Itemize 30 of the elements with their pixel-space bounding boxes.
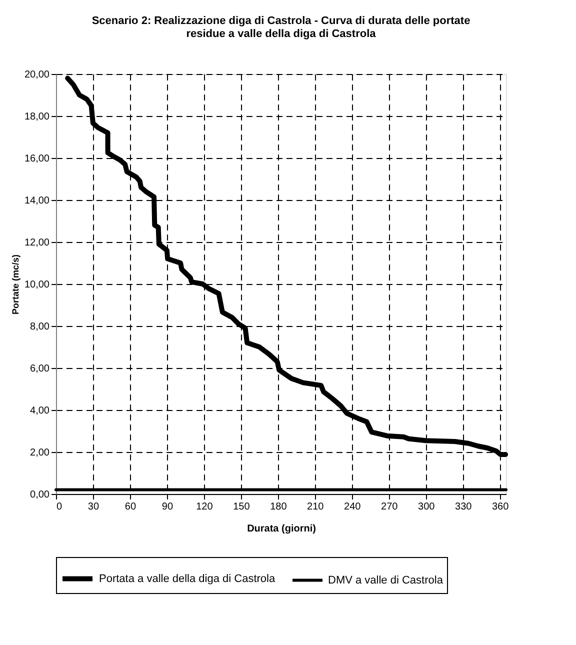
x-tick-label: 210 <box>307 502 324 512</box>
x-tick-label: 150 <box>233 502 250 512</box>
x-axis-title: Durata (giorni) <box>247 524 316 534</box>
y-tick-label: 10,00 <box>24 280 50 290</box>
x-tick-label: 300 <box>418 502 436 512</box>
y-tick-label: 20,00 <box>24 70 50 80</box>
legend-label: Portata a valle della diga di Castrola <box>99 572 276 585</box>
y-tick-label: 0,00 <box>30 490 50 500</box>
y-tick-label: 8,00 <box>30 322 50 332</box>
x-tick-label: 0 <box>56 502 62 512</box>
y-tick-label: 12,00 <box>24 238 50 248</box>
text: Scenario 2: Realizzazione diga di Castrola - Curva di durata delle portate <box>92 15 470 27</box>
x-tick-label: 30 <box>88 502 100 512</box>
y-tick-label: 2,00 <box>30 448 50 458</box>
y-axis-title: Portate (mc/s) <box>10 254 20 315</box>
x-tick-label: 90 <box>162 502 174 512</box>
x-tick-label: 270 <box>381 502 398 512</box>
x-tick-label: 120 <box>196 502 214 512</box>
legend-label: DMV a valle di Castrola <box>328 574 444 586</box>
y-tick-label: 4,00 <box>30 406 50 416</box>
text: residue a valle della diga di Castrola <box>186 28 376 40</box>
y-tick-label: 14,00 <box>24 196 50 206</box>
y-tick-label: 6,00 <box>30 364 50 374</box>
x-tick-label: 180 <box>270 502 288 512</box>
y-tick-label: 18,00 <box>24 112 50 122</box>
y-tick-label: 16,00 <box>24 154 50 164</box>
x-tick-label: 60 <box>124 502 136 512</box>
x-tick-label: 360 <box>492 502 510 512</box>
x-tick-label: 330 <box>455 502 472 512</box>
x-tick-label: 240 <box>344 502 362 512</box>
